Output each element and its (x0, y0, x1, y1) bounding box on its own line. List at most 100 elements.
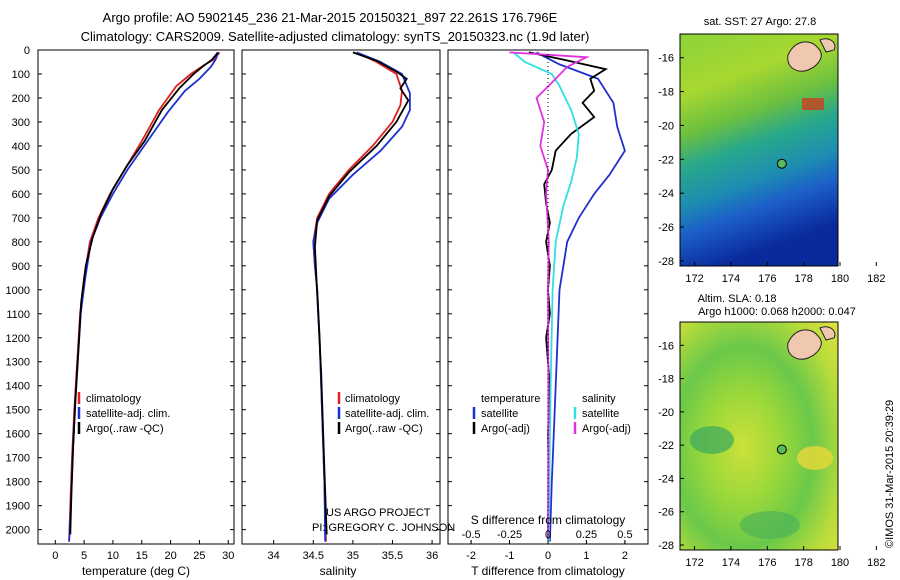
legend-label-climatology: climatology (86, 393, 142, 405)
depth-tick-label: 300 (12, 117, 30, 129)
map-lon-label: 180 (831, 273, 849, 285)
x-tick-label: 2 (622, 550, 628, 562)
map-lat-label: -28 (658, 540, 674, 552)
sla-high-patch (797, 446, 833, 470)
x-tick-label: 25 (193, 550, 205, 562)
s-tick-label: 0.5 (617, 529, 632, 541)
s-difference-label: S difference from climatology (471, 513, 626, 527)
map-lon-label: 182 (867, 557, 885, 569)
legend-label-satellite: satellite-adj. clim. (86, 408, 170, 420)
map-lon-label: 174 (722, 273, 740, 285)
depth-tick-label: 500 (12, 165, 30, 177)
map-lon-label: 172 (685, 557, 703, 569)
legend-header-temperature: temperature (481, 393, 540, 405)
sla-map-title-1: Altim. SLA: 0.18 (698, 293, 777, 305)
temperature-panel: 0 5 10 15 20 25 30 010020030040050060070080090… (6, 45, 648, 578)
series-line-s-argo (509, 51, 590, 540)
map-lon-label: 178 (794, 557, 812, 569)
series-line-t-satellite (536, 51, 626, 542)
x-tick-label: 36 (426, 550, 438, 562)
sst-map-frame (679, 33, 839, 267)
x-tick-label: -2 (466, 550, 476, 562)
map-lat-label: -18 (658, 87, 674, 99)
map-lat-label: -16 (658, 53, 674, 65)
depth-tick-label: 2000 (6, 525, 30, 537)
depth-tick-label: 1600 (6, 429, 30, 441)
imos-credit: ©IMOS 31-Mar-2015 20:39:29 (884, 400, 896, 548)
depth-tick-label: 1900 (6, 501, 30, 513)
depth-tick-label: 900 (12, 261, 30, 273)
x-tick-label: -1 (505, 550, 515, 562)
depth-tick-label: 600 (12, 189, 30, 201)
sst-map-title: sat. SST: 27 Argo: 27.8 (704, 16, 817, 28)
legend-label-t-argo: Argo(-adj) (481, 423, 530, 435)
sla-map-frame (679, 321, 839, 551)
s-tick-label: -0.25 (497, 529, 522, 541)
series-line-s-satellite (512, 51, 580, 542)
depth-tick-label: 100 (12, 69, 30, 81)
salinity-legend: climatology satellite-adj. clim. Argo(..… (337, 392, 429, 435)
legend-label-s-argo: Argo(-adj) (582, 423, 631, 435)
depth-tick-label: 1400 (6, 381, 30, 393)
temperature-x-label: temperature (deg C) (82, 564, 190, 578)
legend-label-argo: Argo(..raw -QC) (86, 423, 164, 435)
map-lat-label: -16 (658, 340, 674, 352)
header-line-2: Climatology: CARS2009. Satellite-adjuste… (81, 29, 590, 44)
sst-map: sat. SST: 27 Argo: 27.8 1 (658, 16, 885, 285)
map-lat-label: -18 (658, 374, 674, 386)
depth-tick-label: 200 (12, 93, 30, 105)
sst-warm-patch (802, 98, 824, 110)
x-tick-label: 20 (164, 550, 176, 562)
legend-label-t-satellite: satellite (481, 408, 518, 420)
x-tick-label: 34 (268, 550, 280, 562)
s-tick-label: 0.25 (576, 529, 597, 541)
legend-label-satellite: satellite-adj. clim. (345, 408, 429, 420)
x-tick-label: 1 (583, 550, 589, 562)
x-tick-label: 15 (136, 550, 148, 562)
sla-low-patch (740, 511, 800, 539)
credit-line-1: US ARGO PROJECT (326, 507, 431, 519)
series-line-climatology (312, 51, 403, 542)
depth-tick-label: 1800 (6, 477, 30, 489)
depth-tick-label: 400 (12, 141, 30, 153)
s-tick-label: -0.5 (462, 529, 481, 541)
legend-label-argo: Argo(..raw -QC) (345, 423, 423, 435)
series-line-satellite (312, 51, 411, 542)
legend-label-climatology: climatology (345, 393, 401, 405)
map-lon-label: 176 (758, 273, 776, 285)
depth-tick-label: 700 (12, 213, 30, 225)
credit-line-2: PI: GREGORY C. JOHNSON (312, 522, 455, 534)
x-tick-label: 0 (545, 550, 551, 562)
salinity-panel: 34 34.5 35 35.5 36 salinity climatology sate… (241, 49, 455, 578)
difference-legend: temperature salinity satellite Argo(-adj… (472, 393, 631, 435)
sla-low-patch (690, 426, 734, 454)
x-tick-label: 34.5 (303, 550, 324, 562)
map-lat-label: -22 (658, 440, 674, 452)
map-lat-label: -20 (658, 407, 674, 419)
salinity-plot-frame (241, 49, 441, 545)
map-lon-label: 180 (831, 557, 849, 569)
map-lon-label: 182 (867, 273, 885, 285)
t-difference-label: T difference from climatology (471, 564, 625, 578)
legend-label-s-satellite: satellite (582, 408, 619, 420)
map-lat-label: -26 (658, 222, 674, 234)
series-line-argo (313, 51, 410, 535)
temperature-plot-frame (37, 49, 235, 545)
x-tick-label: 35 (347, 550, 359, 562)
depth-tick-label: 0 (24, 45, 30, 57)
x-tick-label: 35.5 (382, 550, 403, 562)
series-line-satellite (68, 52, 220, 542)
header-line-1: Argo profile: AO 5902145_236 21-Mar-2015… (103, 10, 558, 25)
map-lat-label: -26 (658, 507, 674, 519)
depth-tick-label: 1200 (6, 333, 30, 345)
x-tick-label: 10 (107, 550, 119, 562)
legend-header-salinity: salinity (582, 393, 616, 405)
x-tick-label: 0 (52, 550, 58, 562)
map-lat-label: -20 (658, 120, 674, 132)
map-lon-label: 176 (758, 557, 776, 569)
map-lon-label: 178 (794, 273, 812, 285)
map-lat-label: -24 (658, 473, 674, 485)
depth-tick-label: 1300 (6, 357, 30, 369)
